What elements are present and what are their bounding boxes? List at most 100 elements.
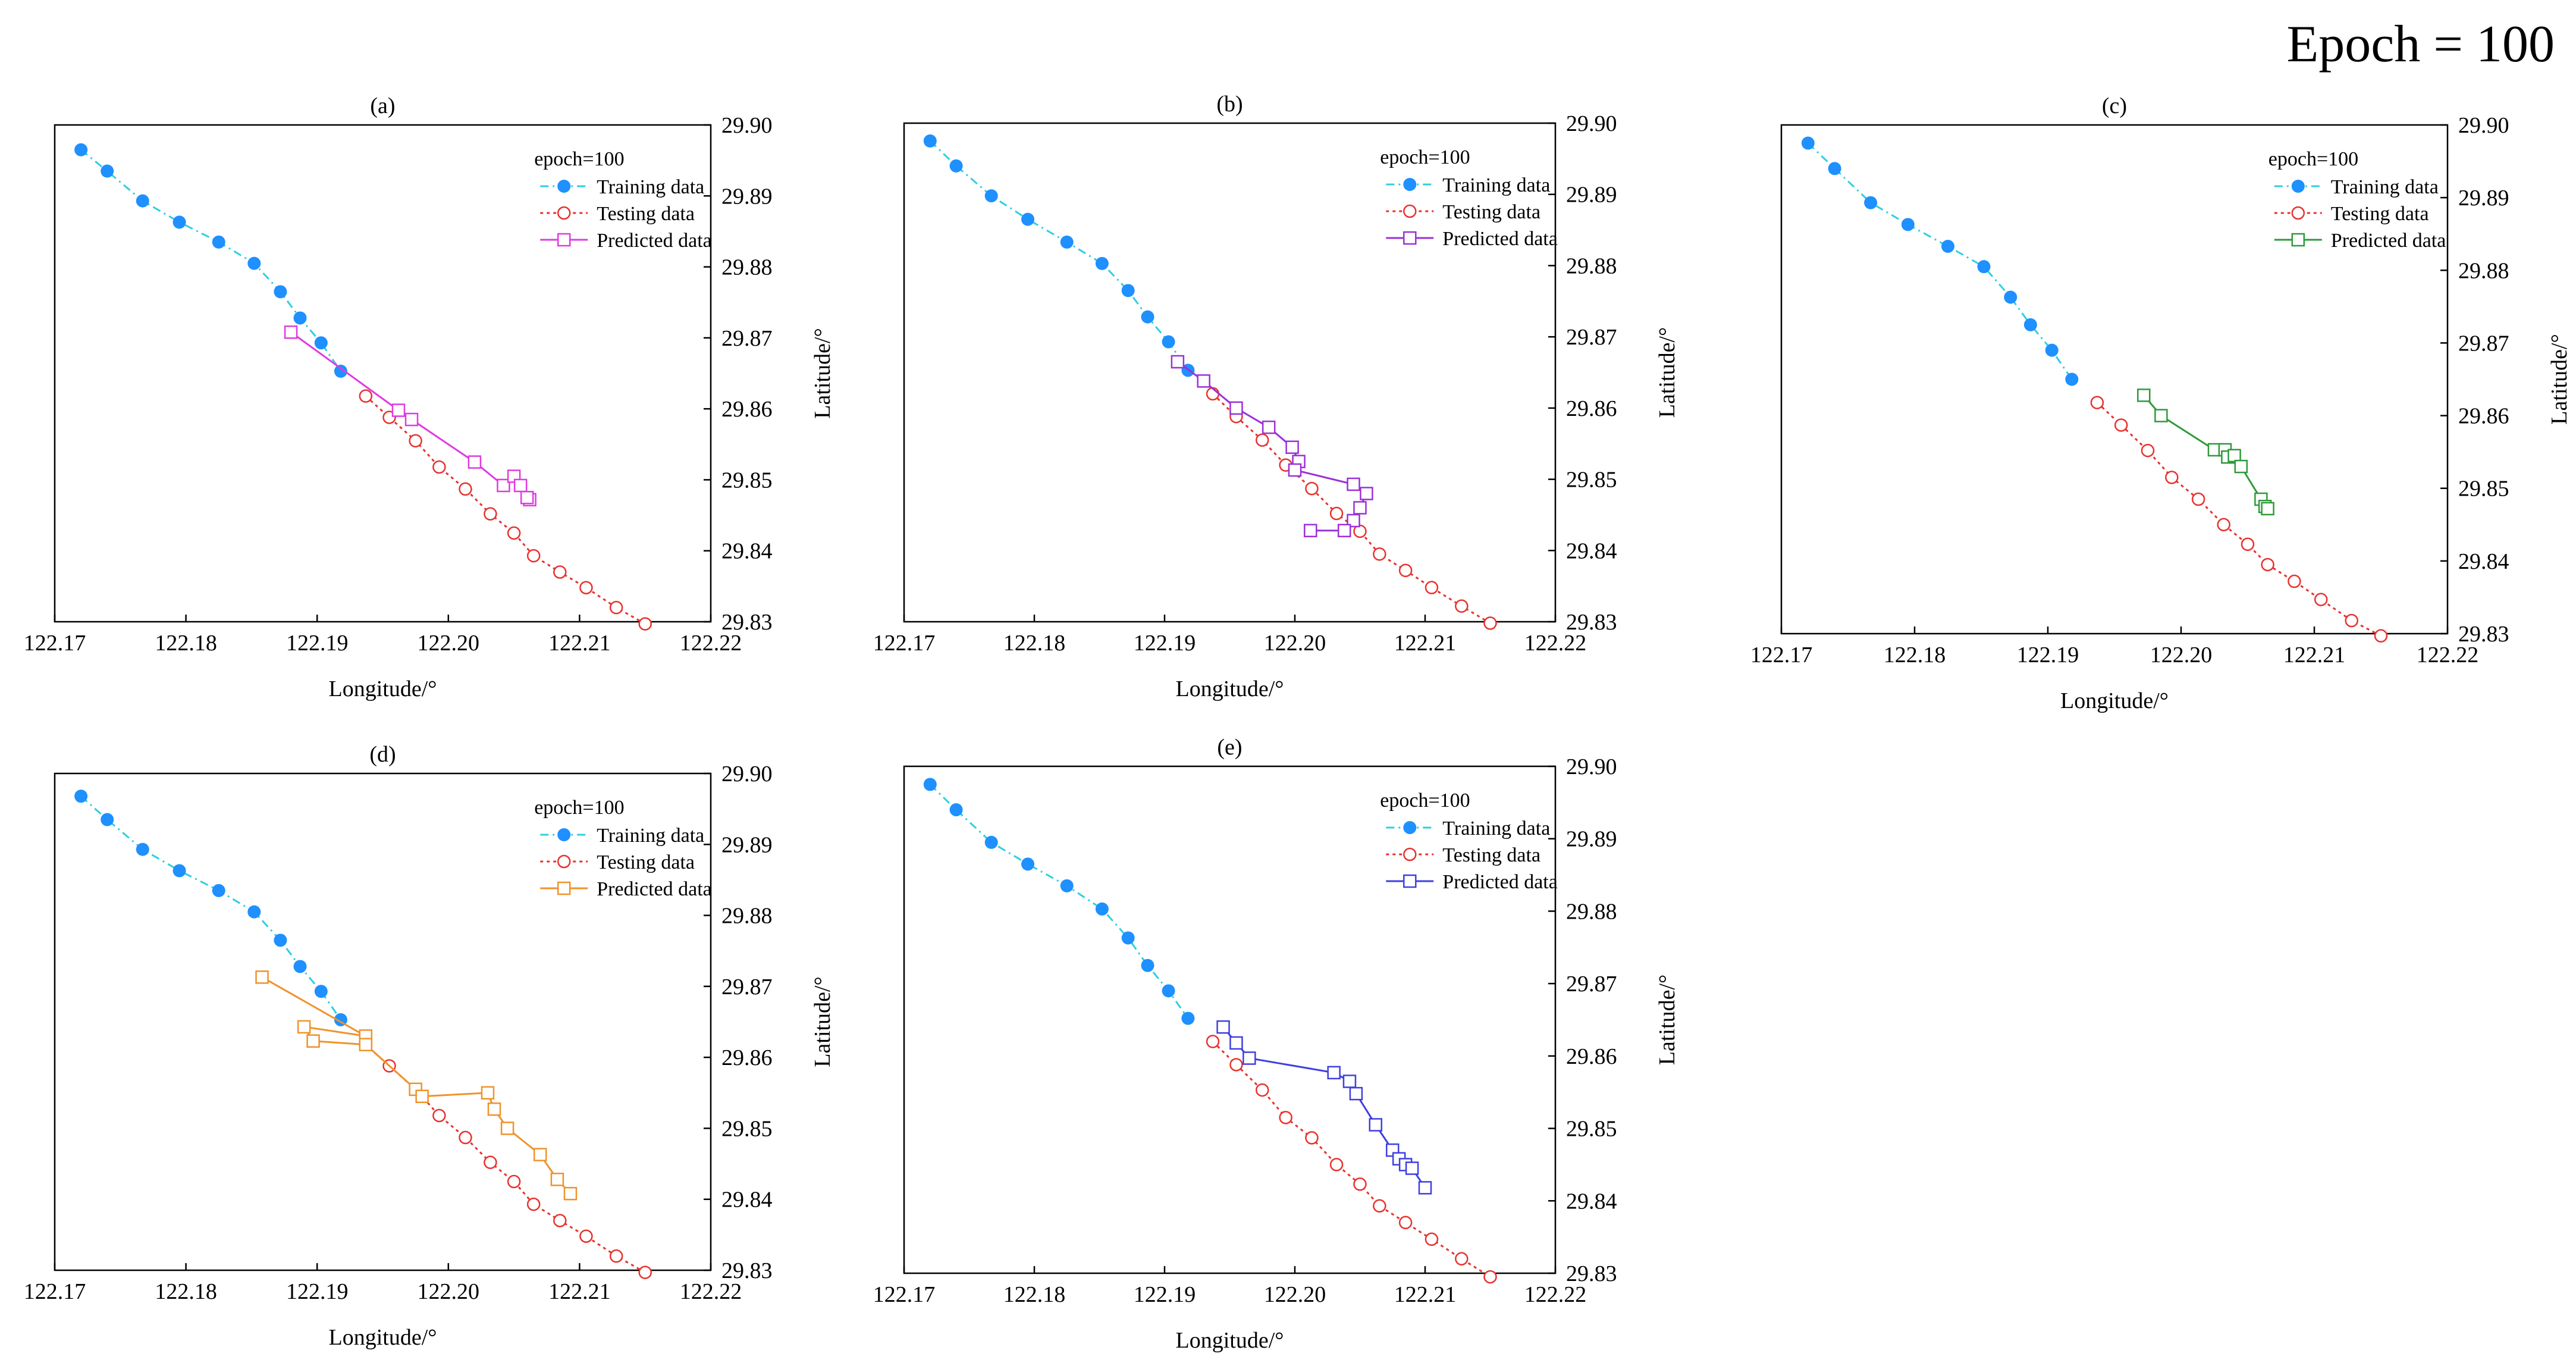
x-tick-label: 122.18 — [1884, 643, 1946, 668]
data-point — [101, 164, 114, 178]
chart-panel: (a)122.17 122.18 122.19 122.20 122.21 122.222… — [24, 93, 835, 701]
data-point — [2114, 418, 2128, 432]
legend-marker — [1403, 204, 1417, 218]
data-point — [1425, 1232, 1439, 1246]
legend-marker — [557, 180, 571, 193]
data-point — [1405, 1161, 1419, 1175]
data-point — [1141, 958, 1154, 972]
y-tick-label: 29.87 — [1566, 325, 1617, 350]
x-tick-label: 122.21 — [548, 1279, 611, 1304]
legend-title: epoch=100 — [1380, 790, 1470, 812]
data-point — [404, 412, 419, 427]
y-tick-label: 29.89 — [1566, 827, 1617, 852]
y-axis-label: Latitude/° — [1655, 975, 1680, 1065]
data-point — [1353, 1177, 1367, 1191]
data-point — [1121, 284, 1135, 297]
x-tick-label: 122.20 — [1264, 1282, 1326, 1307]
y-tick-label: 29.90 — [1566, 754, 1617, 779]
data-point — [2314, 593, 2328, 606]
data-point — [293, 311, 307, 325]
x-tick-label: 122.20 — [418, 631, 480, 656]
data-point — [212, 235, 225, 249]
data-point — [2288, 574, 2301, 588]
data-point — [533, 1148, 547, 1161]
legend-marker — [1403, 231, 1417, 245]
y-tick-label: 29.86 — [721, 397, 773, 422]
data-point — [2090, 396, 2104, 409]
figure-title: Epoch = 100 — [2286, 15, 2555, 73]
data-point — [172, 215, 186, 229]
legend-label: Testing data — [2331, 203, 2429, 225]
data-point — [306, 1034, 320, 1048]
chart-panel: (d)122.17 122.18 122.19 122.20 122.21 122.222… — [24, 742, 835, 1350]
data-point — [1347, 513, 1360, 528]
data-point — [1425, 581, 1439, 594]
data-point — [1329, 506, 1344, 521]
data-point — [1353, 501, 1367, 515]
x-tick-label: 122.17 — [24, 631, 86, 656]
legend-title: epoch=100 — [534, 797, 624, 819]
x-tick-label: 122.19 — [1134, 631, 1196, 656]
data-point — [2191, 492, 2205, 506]
data-point — [136, 194, 149, 208]
data-point — [2141, 443, 2155, 458]
x-axis-label: Longitude/° — [1176, 676, 1284, 701]
data-point — [459, 1130, 472, 1145]
data-point — [284, 325, 298, 339]
data-point — [314, 336, 328, 350]
data-point — [247, 905, 261, 919]
legend-marker — [2291, 206, 2305, 220]
data-point — [432, 460, 446, 474]
legend-marker — [557, 828, 571, 841]
data-point — [459, 482, 472, 496]
data-point — [923, 778, 937, 791]
data-point — [579, 1229, 593, 1243]
data-point — [2023, 318, 2037, 331]
data-point — [923, 134, 937, 148]
data-point — [101, 813, 114, 826]
data-point — [1337, 524, 1351, 538]
x-tick-label: 122.22 — [680, 631, 742, 656]
data-point — [609, 1249, 623, 1263]
x-tick-label: 122.19 — [1134, 1282, 1196, 1307]
data-point — [609, 600, 623, 615]
data-point — [550, 1173, 564, 1186]
x-tick-label: 122.20 — [2150, 643, 2213, 668]
series-line — [1807, 142, 2073, 380]
data-point — [1373, 1199, 1386, 1213]
legend-marker — [1403, 178, 1417, 191]
y-tick-label: 29.84 — [1566, 1189, 1617, 1214]
legend-title: epoch=100 — [2268, 148, 2358, 170]
x-tick-label: 122.21 — [1394, 1282, 1457, 1307]
plot-frame — [54, 124, 712, 623]
legend-marker — [1403, 847, 1417, 862]
data-point — [1398, 563, 1413, 578]
data-point — [1279, 1111, 1292, 1124]
plot-frame — [903, 122, 1557, 623]
data-point — [1060, 235, 1074, 249]
data-point — [314, 985, 328, 998]
x-tick-label: 122.20 — [1264, 631, 1326, 656]
x-tick-label: 122.19 — [286, 1279, 349, 1304]
y-tick-label: 29.89 — [2458, 186, 2509, 211]
data-point — [1285, 440, 1299, 454]
data-point — [500, 1122, 514, 1135]
data-point — [274, 285, 287, 299]
y-tick-label: 29.83 — [721, 610, 773, 635]
plot-frame — [1780, 124, 2449, 635]
y-tick-label: 29.90 — [1566, 111, 1617, 136]
plot-frame — [54, 772, 712, 1271]
data-point — [2234, 459, 2248, 474]
y-tick-label: 29.88 — [721, 255, 773, 280]
data-point — [984, 835, 998, 849]
x-axis-label: Longitude/° — [2060, 688, 2169, 713]
data-point — [415, 1089, 429, 1103]
data-point — [409, 434, 422, 448]
x-tick-label: 122.17 — [873, 631, 936, 656]
panel-label: (c) — [2102, 93, 2127, 118]
data-point — [1304, 524, 1317, 538]
x-tick-label: 122.22 — [680, 1279, 742, 1304]
series-line — [929, 140, 1189, 371]
panel-label: (d) — [369, 742, 396, 767]
legend-label: Testing data — [1442, 844, 1540, 866]
